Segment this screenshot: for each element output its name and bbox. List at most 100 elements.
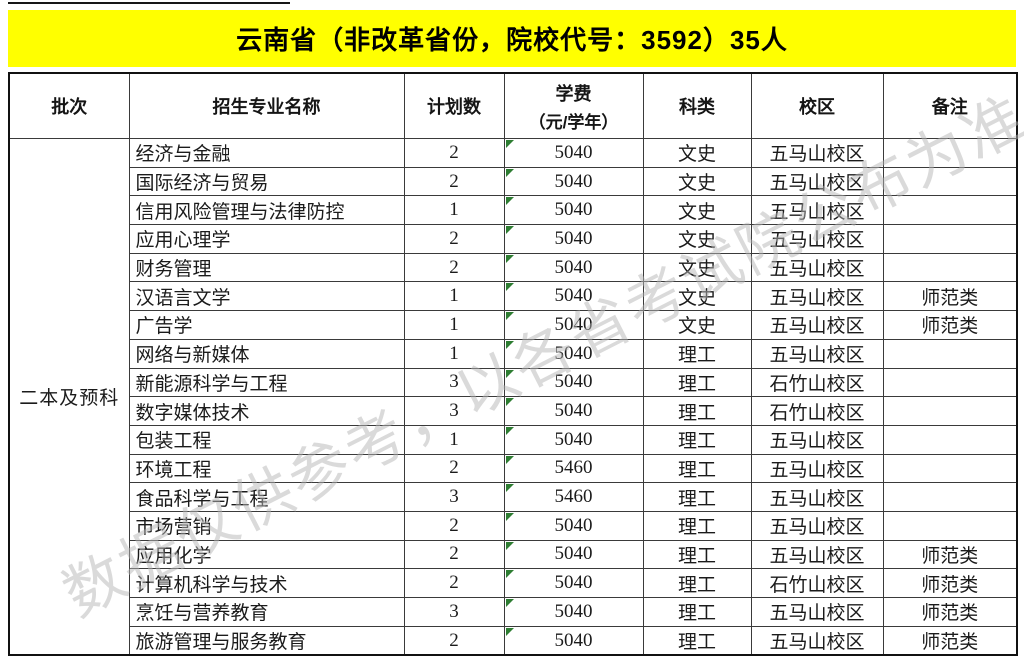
fee-value: 5040 bbox=[554, 199, 593, 221]
number-stored-as-text-indicator-icon bbox=[505, 369, 514, 378]
col-header-campus: 校区 bbox=[750, 72, 884, 139]
number-stored-as-text-indicator-icon bbox=[505, 484, 514, 493]
category-cell: 理工 bbox=[642, 597, 752, 627]
category-cell: 文史 bbox=[642, 281, 752, 312]
table-row: 环境工程 2 5460 理工 五马山校区 bbox=[9, 453, 1018, 484]
campus-cell: 五马山校区 bbox=[750, 482, 884, 512]
remark-cell bbox=[882, 338, 1018, 369]
col-header-category: 科类 bbox=[642, 72, 752, 139]
major-cell: 食品科学与工程 bbox=[128, 482, 405, 512]
title-banner: 云南省（非改革省份，院校代号：3592）35人 bbox=[8, 10, 1016, 67]
remark-cell bbox=[882, 396, 1018, 426]
table-row: 包装工程 1 5040 理工 五马山校区 bbox=[9, 424, 1018, 455]
plan-cell: 3 bbox=[403, 396, 505, 426]
campus-cell: 五马山校区 bbox=[750, 625, 884, 656]
major-cell: 数字媒体技术 bbox=[128, 396, 405, 426]
table-row: 应用心理学 2 5040 文史 五马山校区 bbox=[9, 224, 1018, 254]
campus-cell: 五马山校区 bbox=[750, 252, 884, 283]
number-stored-as-text-indicator-icon bbox=[505, 541, 514, 550]
major-cell: 计算机科学与技术 bbox=[128, 568, 405, 598]
number-stored-as-text-indicator-icon bbox=[505, 254, 514, 263]
table-row: 市场营销 2 5040 理工 五马山校区 bbox=[9, 510, 1018, 541]
table-body: 二本及预科 经济与金融 2 5040 文史 五马山校区 国际经济与贸易 2 5040 文史 五马山校… bbox=[8, 138, 1018, 656]
fee-cell: 5040 bbox=[503, 625, 644, 656]
number-stored-as-text-indicator-icon bbox=[505, 226, 514, 235]
admission-plan-table: 批次 招生专业名称 计划数 学费 （元/学年） 科类 校区 备注 二本及预科 经济… bbox=[8, 72, 1018, 657]
col-header-fee: 学费 （元/学年） bbox=[503, 72, 644, 139]
number-stored-as-text-indicator-icon bbox=[505, 340, 514, 349]
table-row: 食品科学与工程 3 5460 理工 五马山校区 bbox=[9, 482, 1018, 512]
table-row: 国际经济与贸易 2 5040 文史 五马山校区 bbox=[9, 166, 1018, 197]
remark-cell bbox=[882, 195, 1018, 226]
remark-cell bbox=[882, 138, 1018, 168]
table-row: 应用化学 2 5040 理工 五马山校区 师范类 bbox=[9, 539, 1018, 570]
fee-value: 5040 bbox=[554, 170, 593, 192]
col-header-remark: 备注 bbox=[882, 72, 1018, 139]
plan-cell: 2 bbox=[403, 568, 505, 598]
fee-cell: 5040 bbox=[503, 367, 644, 398]
remark-cell: 师范类 bbox=[882, 597, 1018, 627]
plan-cell: 2 bbox=[403, 539, 505, 570]
fee-cell: 5040 bbox=[503, 252, 644, 283]
remark-cell: 师范类 bbox=[882, 625, 1018, 656]
campus-cell: 五马山校区 bbox=[750, 597, 884, 627]
category-cell: 理工 bbox=[642, 396, 752, 426]
fee-value: 5040 bbox=[554, 371, 593, 393]
number-stored-as-text-indicator-icon bbox=[505, 627, 514, 636]
remark-cell bbox=[882, 166, 1018, 197]
number-stored-as-text-indicator-icon bbox=[505, 312, 514, 321]
major-cell: 财务管理 bbox=[128, 252, 405, 283]
fee-value: 5040 bbox=[554, 543, 593, 565]
major-cell: 市场营销 bbox=[128, 510, 405, 541]
major-cell: 网络与新媒体 bbox=[128, 338, 405, 369]
category-cell: 理工 bbox=[642, 625, 752, 656]
remark-cell bbox=[882, 367, 1018, 398]
table-row: 汉语言文学 1 5040 文史 五马山校区 师范类 bbox=[9, 281, 1018, 312]
remark-cell bbox=[882, 482, 1018, 512]
number-stored-as-text-indicator-icon bbox=[505, 168, 514, 177]
major-cell: 汉语言文学 bbox=[128, 281, 405, 312]
fee-value: 5460 bbox=[554, 457, 593, 479]
campus-cell: 石竹山校区 bbox=[750, 568, 884, 598]
plan-cell: 1 bbox=[403, 338, 505, 369]
plan-cell: 1 bbox=[403, 310, 505, 340]
fee-value: 5040 bbox=[554, 400, 593, 422]
table-row: 旅游管理与服务教育 2 5040 理工 五马山校区 师范类 bbox=[9, 625, 1018, 656]
number-stored-as-text-indicator-icon bbox=[505, 512, 514, 521]
fee-cell: 5040 bbox=[503, 510, 644, 541]
remark-cell: 师范类 bbox=[882, 568, 1018, 598]
top-divider-line bbox=[8, 2, 290, 4]
major-cell: 应用心理学 bbox=[128, 224, 405, 254]
category-cell: 文史 bbox=[642, 138, 752, 168]
fee-cell: 5040 bbox=[503, 310, 644, 340]
col-header-major: 招生专业名称 bbox=[128, 72, 405, 139]
fee-cell: 5040 bbox=[503, 539, 644, 570]
category-cell: 理工 bbox=[642, 453, 752, 484]
category-cell: 理工 bbox=[642, 539, 752, 570]
campus-cell: 石竹山校区 bbox=[750, 367, 884, 398]
table-row: 广告学 1 5040 文史 五马山校区 师范类 bbox=[9, 310, 1018, 340]
fee-value: 5040 bbox=[554, 285, 593, 307]
table-row: 数字媒体技术 3 5040 理工 石竹山校区 bbox=[9, 396, 1018, 426]
plan-cell: 2 bbox=[403, 453, 505, 484]
campus-cell: 五马山校区 bbox=[750, 510, 884, 541]
fee-value: 5040 bbox=[554, 227, 593, 249]
fee-cell: 5040 bbox=[503, 597, 644, 627]
fee-value: 5040 bbox=[554, 342, 593, 364]
remark-cell bbox=[882, 252, 1018, 283]
table-row: 财务管理 2 5040 文史 五马山校区 bbox=[9, 252, 1018, 283]
major-cell: 新能源科学与工程 bbox=[128, 367, 405, 398]
fee-cell: 5040 bbox=[503, 166, 644, 197]
fee-cell: 5040 bbox=[503, 568, 644, 598]
fee-cell: 5040 bbox=[503, 338, 644, 369]
campus-cell: 五马山校区 bbox=[750, 310, 884, 340]
col-header-fee-line2: （元/学年） bbox=[528, 112, 619, 132]
table-row: 网络与新媒体 1 5040 理工 五马山校区 bbox=[9, 338, 1018, 369]
table-row: 计算机科学与技术 2 5040 理工 石竹山校区 师范类 bbox=[9, 568, 1018, 598]
category-cell: 文史 bbox=[642, 252, 752, 283]
table-row: 新能源科学与工程 3 5040 理工 石竹山校区 bbox=[9, 367, 1018, 398]
number-stored-as-text-indicator-icon bbox=[505, 283, 514, 292]
plan-cell: 2 bbox=[403, 510, 505, 541]
campus-cell: 五马山校区 bbox=[750, 195, 884, 226]
number-stored-as-text-indicator-icon bbox=[505, 398, 514, 407]
